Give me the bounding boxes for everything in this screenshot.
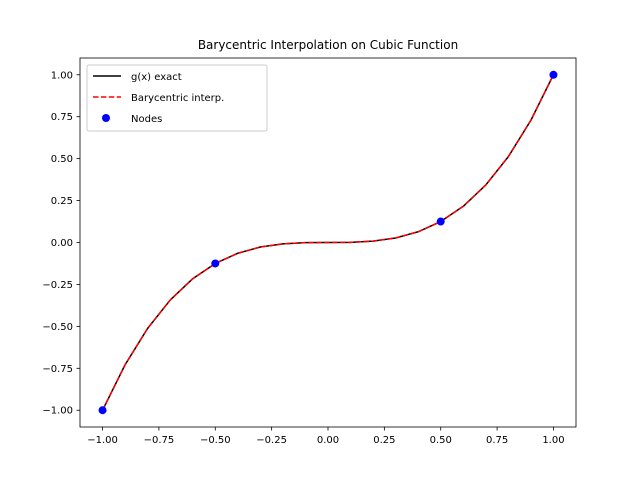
- legend-marker-nodes: [102, 114, 110, 122]
- y-tick-label: −0.75: [42, 364, 73, 375]
- node-point: [98, 406, 107, 415]
- series-group: [101, 74, 555, 411]
- legend-label: g(x) exact: [131, 72, 182, 83]
- y-tick-label: 0.25: [51, 196, 73, 207]
- node-point: [211, 259, 220, 268]
- x-tick-label: −0.75: [144, 435, 175, 446]
- x-tick-label: −0.50: [200, 435, 231, 446]
- chart-title: Barycentric Interpolation on Cubic Funct…: [198, 38, 458, 52]
- y-tick-label: 1.00: [51, 70, 73, 81]
- axes: −1.00 −0.75 −0.50 −0.25 0.00 0.25 0.50 0.75 1.00…: [42, 57, 577, 446]
- x-tick-label: 1.00: [542, 435, 564, 446]
- y-tick-label: −0.25: [42, 280, 73, 291]
- plot-area: [98, 70, 558, 415]
- x-tick-label: −1.00: [87, 435, 118, 446]
- legend-label: Barycentric interp.: [131, 93, 224, 104]
- series-line-barycentric-interp: [101, 74, 555, 411]
- y-tick-label: 0.00: [51, 238, 73, 249]
- x-tick-label: 0.25: [373, 435, 395, 446]
- legend-box: [86, 64, 268, 132]
- y-tick-label: −0.50: [42, 322, 73, 333]
- x-tick-label: −0.25: [256, 435, 287, 446]
- x-tick-label: 0.75: [486, 435, 508, 446]
- legend-label: Nodes: [131, 114, 162, 125]
- node-point: [549, 70, 558, 79]
- y-tick-label: 0.50: [51, 154, 73, 165]
- y-tick-label: 0.75: [51, 112, 73, 123]
- legend: g(x) exact Barycentric interp. Nodes: [86, 64, 268, 132]
- y-tick-label: −1.00: [42, 406, 73, 417]
- x-tick-label: 0.00: [317, 435, 339, 446]
- node-point: [436, 217, 445, 226]
- x-tick-label: 0.50: [430, 435, 452, 446]
